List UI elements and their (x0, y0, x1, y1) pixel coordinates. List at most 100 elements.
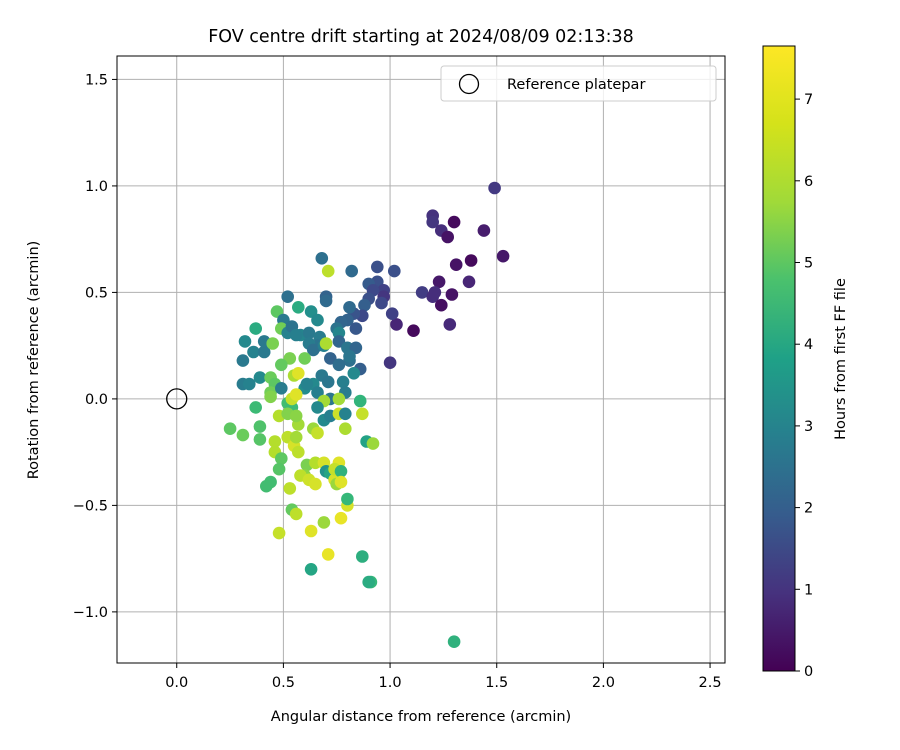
y-tick-label: 0.5 (85, 285, 108, 301)
data-point (289, 328, 303, 342)
data-point (332, 358, 346, 372)
colorbar-tick-label: 0 (804, 664, 813, 680)
colorbar-tick-label: 7 (804, 92, 813, 108)
data-point (445, 288, 459, 301)
x-axis-ticks: 0.0 0.5 1.0 1.5 2.0 2.5 (165, 663, 722, 691)
data-point (496, 249, 510, 263)
data-point (223, 422, 237, 436)
data-point (464, 254, 478, 267)
data-point (334, 511, 348, 525)
data-point (304, 563, 318, 576)
data-point (300, 377, 314, 391)
data-point (283, 482, 297, 495)
colorbar: 0 1 2 3 4 5 6 7 Hours from first FF file (762, 45, 849, 680)
y-tick-label: 0.0 (85, 392, 108, 408)
data-point (311, 313, 324, 327)
data-point (289, 409, 303, 423)
x-tick-label: 0.0 (165, 675, 188, 691)
data-point (462, 275, 476, 289)
x-tick-label: 1.0 (379, 675, 402, 691)
data-point (249, 401, 262, 414)
y-tick-label: −0.5 (73, 498, 108, 514)
data-point (289, 388, 303, 401)
y-axis-ticks: −1.0 −0.5 0.0 0.5 1.0 1.5 (73, 72, 117, 621)
data-point (447, 635, 461, 648)
data-point (321, 375, 335, 389)
legend: Reference platepar (440, 65, 717, 102)
data-point (488, 181, 501, 195)
data-point (243, 377, 256, 391)
data-point (385, 307, 399, 321)
data-point (238, 335, 252, 348)
colorbar-tick-label: 3 (804, 419, 813, 435)
colorbar-tick-label: 1 (804, 582, 813, 598)
data-point (257, 345, 271, 359)
data-point (321, 548, 335, 561)
data-point (275, 358, 288, 372)
data-point (289, 430, 303, 444)
legend-label-reference: Reference platepar (507, 77, 645, 93)
data-point (268, 435, 282, 448)
data-point (272, 462, 286, 476)
data-point (390, 318, 403, 331)
data-point (449, 258, 463, 272)
data-point (289, 507, 303, 521)
data-point (247, 345, 260, 359)
data-point (356, 550, 369, 563)
data-point (321, 264, 335, 278)
colorbar-tick-label: 6 (804, 174, 813, 190)
data-point (253, 433, 267, 446)
data-point (272, 526, 286, 540)
data-point (302, 326, 316, 340)
data-point (375, 296, 388, 310)
data-point (339, 422, 352, 436)
y-tick-label: 1.5 (85, 72, 108, 88)
data-point (334, 465, 348, 478)
colorbar-label: Hours from first FF file (833, 278, 849, 440)
x-tick-label: 2.5 (699, 675, 722, 691)
x-axis-label: Angular distance from reference (arcmin) (271, 709, 571, 725)
data-point (311, 401, 324, 414)
legend-box (440, 65, 717, 102)
y-axis-label: Rotation from reference (arcmin) (26, 241, 42, 480)
data-point (407, 324, 420, 338)
data-point (275, 382, 288, 395)
data-point (343, 350, 356, 363)
data-point (253, 371, 267, 384)
data-point (362, 575, 376, 589)
data-point (319, 337, 333, 350)
data-point (260, 479, 273, 493)
colorbar-ticks: 0 1 2 3 4 5 6 7 (795, 92, 813, 680)
data-point (447, 215, 461, 229)
data-point (264, 390, 277, 404)
reference-platepar-marker (166, 388, 188, 410)
colorbar-tick-label: 4 (804, 337, 813, 353)
data-point (345, 264, 359, 278)
y-tick-label: −1.0 (73, 605, 108, 621)
data-point (343, 301, 356, 314)
data-point (249, 322, 262, 335)
data-point (334, 475, 348, 489)
data-point (298, 352, 312, 365)
data-point (236, 354, 250, 367)
data-point (426, 215, 440, 229)
colorbar-tick-label: 2 (804, 501, 813, 517)
data-point (281, 290, 295, 304)
data-point (432, 275, 446, 289)
data-point (307, 343, 320, 357)
data-point (358, 298, 371, 312)
data-point (383, 356, 397, 370)
plot-frame (116, 55, 726, 664)
data-point (317, 516, 331, 529)
data-point (341, 492, 354, 506)
data-point (332, 392, 346, 406)
colorbar-tick-label: 5 (804, 256, 813, 272)
data-point (275, 452, 288, 465)
data-points (223, 181, 510, 648)
data-point (349, 322, 363, 335)
data-point (253, 420, 267, 433)
data-point (371, 260, 384, 274)
x-tick-label: 0.5 (272, 675, 295, 691)
legend-marker-reference (458, 73, 480, 95)
